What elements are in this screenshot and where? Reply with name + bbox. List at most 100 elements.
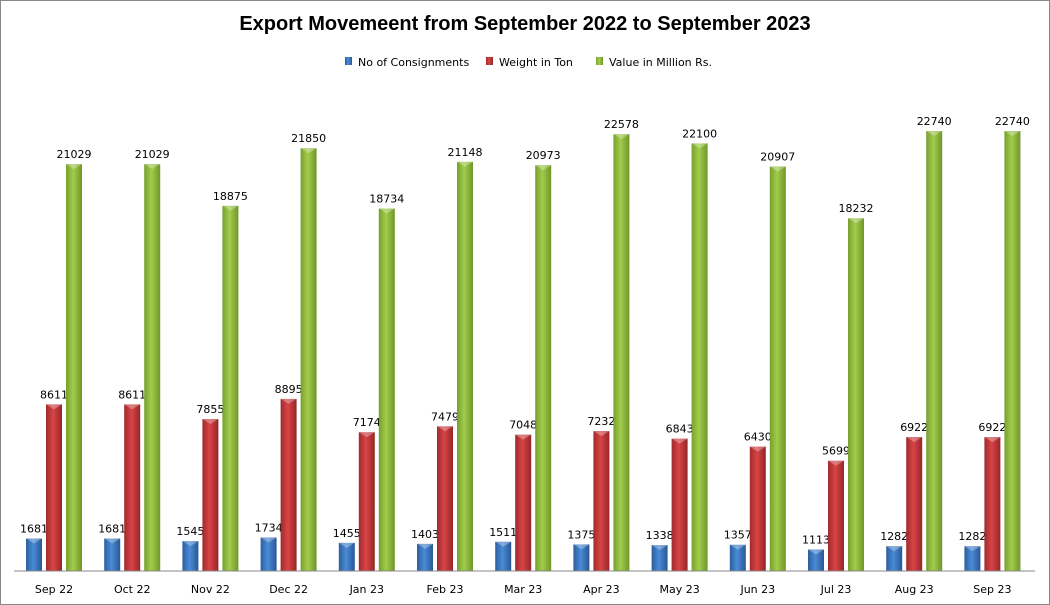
bar-cap [222,205,239,211]
data-label: 1113 [802,533,830,546]
data-label: 21029 [135,148,170,161]
bar [280,398,297,571]
bar-cap [769,166,786,172]
bar-cap [573,544,590,550]
data-label: 6430 [744,431,772,444]
bar [926,131,943,571]
x-tick-label: Nov 22 [191,583,230,596]
data-label: 1511 [489,526,517,539]
x-tick-label: Apr 23 [583,583,620,596]
bar-cap [926,131,943,136]
bar-cap [848,218,864,224]
data-label: 7174 [353,416,381,429]
bar-cap [1004,131,1021,136]
data-label: 6922 [978,421,1006,434]
bar-cap [906,437,923,443]
bar [848,218,864,572]
data-label: 7048 [509,419,537,432]
bar-cap [280,398,297,404]
bar-cap [729,544,746,550]
data-label: 6843 [666,423,694,436]
bar-cap [338,542,355,548]
bar-cap [66,164,82,170]
bar [104,538,121,571]
bar-cap [964,546,981,552]
bar-cap [104,538,121,544]
data-label: 20973 [526,149,561,162]
bar [984,437,1001,571]
data-label: 1357 [724,529,752,542]
data-label: 7479 [431,410,459,423]
bar-cap [651,545,668,551]
x-tick-label: Dec 22 [269,583,308,596]
x-tick-label: Oct 22 [114,583,151,596]
bar [358,432,375,571]
bar [1004,131,1021,571]
data-label: 8611 [40,388,68,401]
bar [144,164,161,571]
data-label: 1403 [411,528,439,541]
data-label: 22100 [682,127,717,140]
data-label: 8895 [275,383,303,396]
bar-cap [417,543,433,549]
bar [651,545,668,571]
bar [828,460,844,571]
x-tick-label: Feb 23 [427,583,464,596]
bar [437,426,453,571]
bar [729,544,746,571]
bar [495,541,512,571]
data-label: 6922 [900,421,928,434]
data-label: 1338 [646,529,674,542]
chart-title: Export Movemeent from September 2022 to … [239,13,811,35]
x-tick-label: Aug 23 [895,583,934,596]
data-label: 8611 [118,388,146,401]
data-label: 1375 [567,528,595,541]
data-label: 7232 [587,415,615,428]
bar [378,208,395,571]
data-label: 7855 [196,403,224,416]
x-tick-label: Jan 23 [349,583,384,596]
legend-swatch [486,57,493,65]
bar [417,543,433,571]
bar-cap [495,541,512,547]
bar-cap [202,419,219,425]
bar-cap [26,538,42,544]
bar-cap [46,404,62,410]
x-tick-label: Sep 23 [973,583,1011,596]
bar [260,537,277,571]
bar [535,165,552,571]
legend-swatch [345,57,352,65]
bar [691,143,708,571]
x-tick-label: May 23 [659,583,699,596]
data-label: 5699 [822,445,850,458]
bar-cap [593,431,610,437]
legend-entry: No of Consignments [358,56,469,69]
bar [182,541,199,571]
legend-entry: Value in Million Rs. [609,56,712,69]
bar-cap [886,546,903,552]
x-tick-label: Jun 23 [739,583,775,596]
x-tick-label: Mar 23 [504,583,542,596]
bar-cap [144,164,161,170]
bar [202,419,219,571]
bar [66,164,82,571]
bar-cap [457,161,473,167]
bar-cap [749,446,766,452]
legend-swatch [596,57,603,65]
bar [906,437,923,571]
bar-cap [260,537,277,543]
data-label: 20907 [760,150,795,163]
bar-cap [358,432,375,438]
bar-cap [437,426,453,432]
bar [338,542,355,571]
data-label: 1734 [255,521,283,534]
bar-cap [124,404,141,410]
bar [457,161,473,571]
x-tick-label: Jul 23 [820,583,852,596]
bar [671,438,688,571]
bar-cap [691,143,708,149]
bar-cap [535,165,552,171]
bar [613,134,630,571]
bar [300,148,317,571]
data-label: 1545 [176,525,204,538]
